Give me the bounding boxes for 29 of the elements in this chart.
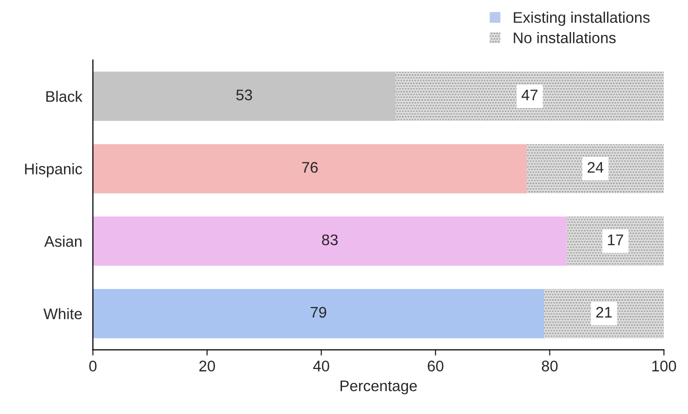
bar xyxy=(92,144,527,194)
bar xyxy=(566,216,664,266)
bar xyxy=(526,144,664,194)
data-label: 53 xyxy=(236,90,252,100)
x-tick-label: 80 xyxy=(542,360,558,372)
bar xyxy=(92,288,544,338)
y-tick-label: White xyxy=(43,308,82,320)
data-label: 21 xyxy=(596,306,612,318)
y-tick-label: Asian xyxy=(44,236,82,247)
legend-label: No installations xyxy=(514,32,616,44)
data-label: 83 xyxy=(322,234,338,246)
x-tick-label: 0 xyxy=(89,360,97,372)
data-label: 24 xyxy=(588,162,604,173)
bar xyxy=(544,288,664,338)
x-tick-label: 20 xyxy=(199,360,215,372)
data-label: 79 xyxy=(310,306,326,318)
data-label: 47 xyxy=(522,90,538,100)
x-axis-title: Percentage xyxy=(340,380,417,394)
x-tick-label: 60 xyxy=(428,360,444,372)
y-tick-label: Black xyxy=(46,90,82,102)
bar xyxy=(396,72,664,121)
bar xyxy=(92,72,396,121)
bar xyxy=(92,216,567,266)
x-tick-label: 40 xyxy=(313,360,330,372)
data-label: 76 xyxy=(302,162,318,173)
data-label: 17 xyxy=(608,234,624,246)
legend-label: Existing installations xyxy=(514,12,650,26)
y-tick-label: Hispanic xyxy=(25,163,82,178)
x-tick-label: 100 xyxy=(652,360,676,372)
